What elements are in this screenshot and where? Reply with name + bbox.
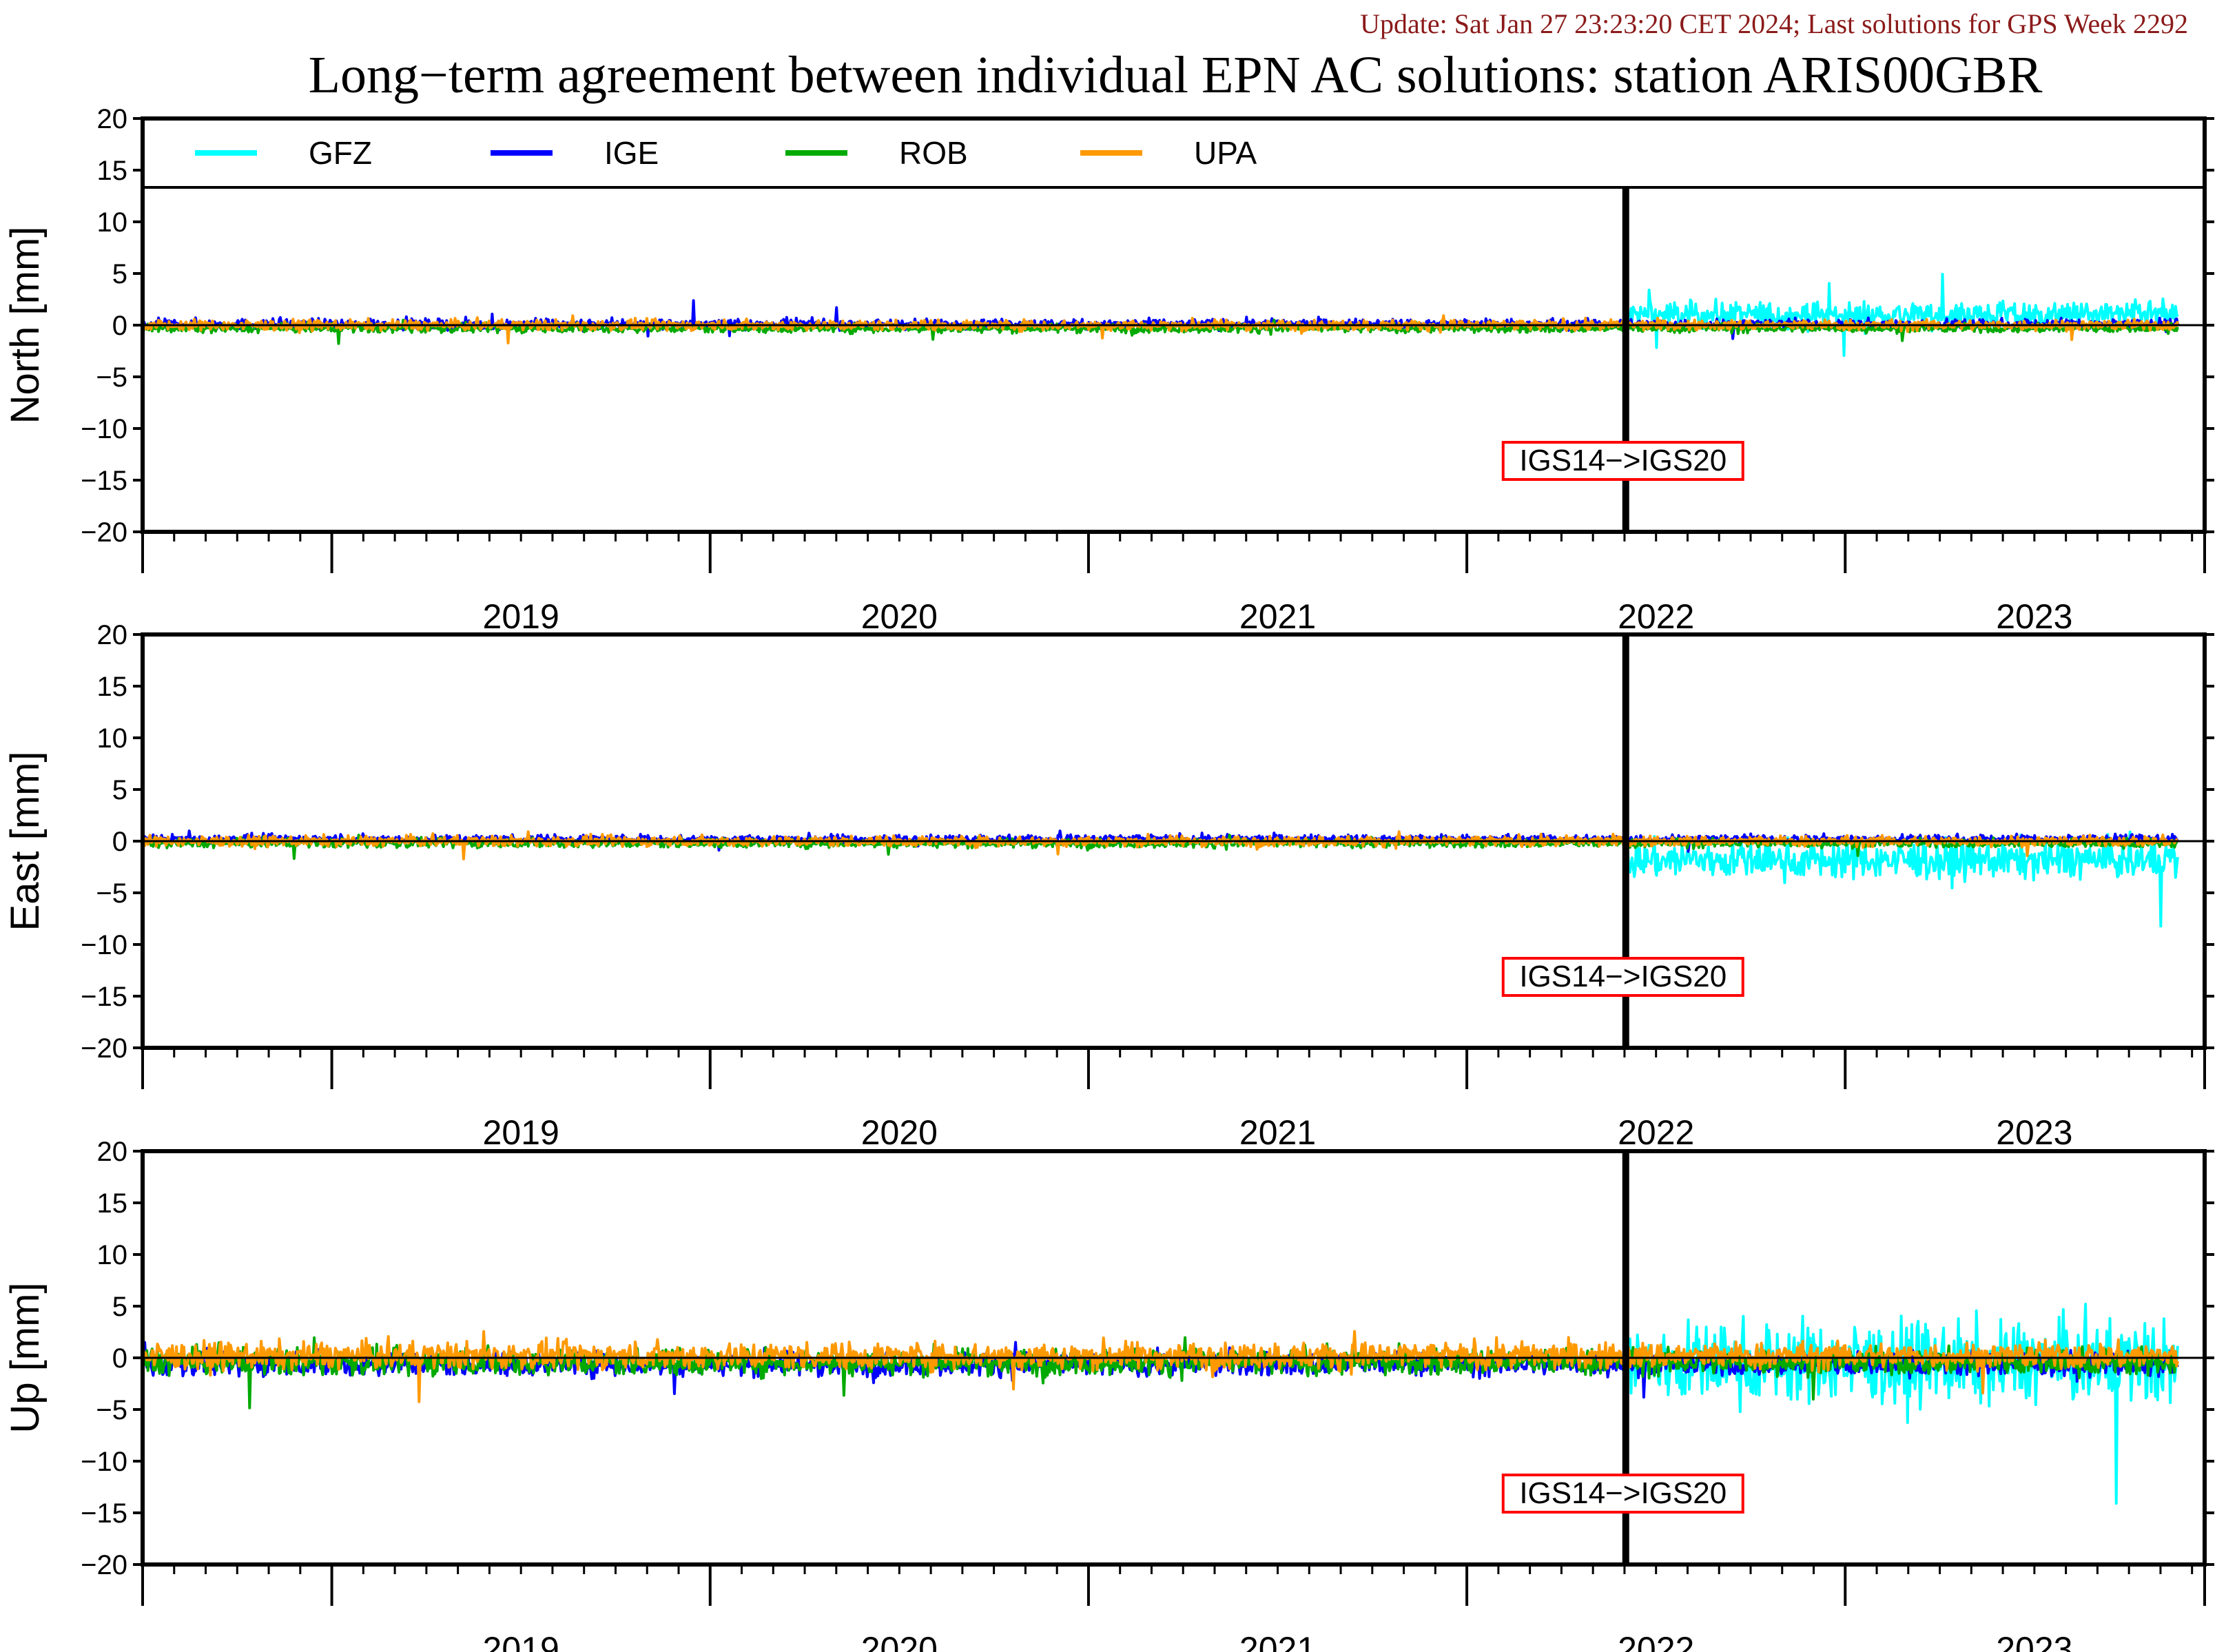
- x-year-label: 2020: [861, 1113, 938, 1152]
- panel-2: IGS14−>IGS20 −20 −15 −10 −5 0 5 10 15 20 East [mm]…: [3, 620, 2214, 1152]
- y-axis-label: North [mm]: [3, 227, 48, 424]
- y-tick-label: −10: [81, 930, 127, 960]
- panel-3: IGS14−>IGS20 −20 −15 −10 −5 0 5 10 15 20 Up [mm] 20…: [3, 1137, 2214, 1652]
- y-tick-label: 20: [97, 620, 128, 650]
- y-tick-label: 20: [97, 104, 128, 134]
- panels-group: IGS14−>IGS20 −20 −15 −10 −5 0 5 10 15 20 North [mm…: [3, 104, 2214, 1652]
- y-tick-label: −15: [81, 982, 127, 1012]
- x-year-label: 2022: [1618, 1630, 1694, 1652]
- y-tick-label: 0: [112, 311, 127, 341]
- series-line-gfz: [1624, 830, 2179, 928]
- x-year-label: 2023: [1996, 1113, 2072, 1152]
- y-tick-label: 0: [112, 827, 127, 857]
- y-tick-label: −15: [81, 466, 127, 496]
- frame-change-label: IGS14−>IGS20: [1519, 1476, 1727, 1510]
- x-year-label: 2019: [483, 1630, 559, 1652]
- legend-label-rob: ROB: [899, 135, 968, 171]
- y-tick-label: 15: [97, 672, 128, 702]
- legend-label-gfz: GFZ: [309, 135, 372, 171]
- x-year-label: 2023: [1996, 1630, 2072, 1652]
- frame-change-label-box: [1501, 957, 1744, 997]
- panel-1: IGS14−>IGS20 −20 −15 −10 −5 0 5 10 15 20 North [mm…: [3, 104, 2214, 636]
- frame-change-label: IGS14−>IGS20: [1519, 960, 1727, 993]
- series-group: [143, 1303, 2179, 1505]
- x-year-label: 2022: [1618, 597, 1694, 636]
- y-tick-label: 5: [112, 1292, 127, 1322]
- x-year-label: 2020: [861, 1630, 938, 1652]
- y-axis-label: Up [mm]: [3, 1282, 48, 1433]
- y-tick-label: −5: [96, 362, 127, 393]
- series-line-gfz: [1624, 1303, 2179, 1505]
- y-tick-label: −10: [81, 414, 127, 444]
- legend-label-upa: UPA: [1194, 135, 1257, 171]
- frame-change-label: IGS14−>IGS20: [1519, 444, 1727, 477]
- x-year-label: 2021: [1239, 1113, 1316, 1152]
- y-axis-label: East [mm]: [3, 751, 48, 931]
- x-year-label: 2021: [1239, 1630, 1316, 1652]
- x-year-label: 2021: [1239, 597, 1316, 636]
- legend-label-ige: IGE: [604, 135, 659, 171]
- x-year-label: 2023: [1996, 597, 2072, 636]
- y-tick-label: −20: [81, 517, 127, 548]
- x-year-label: 2019: [483, 1113, 559, 1152]
- y-tick-label: 5: [112, 259, 127, 289]
- y-tick-label: −15: [81, 1498, 127, 1529]
- update-text: Update: Sat Jan 27 23:23:20 CET 2024; La…: [1360, 8, 2188, 39]
- x-year-label: 2020: [861, 597, 938, 636]
- y-tick-label: −10: [81, 1447, 127, 1477]
- x-year-label: 2022: [1618, 1113, 1694, 1152]
- x-year-label: 2019: [483, 597, 559, 636]
- frame-change-label-box: [1501, 441, 1744, 481]
- y-tick-label: 10: [97, 1240, 128, 1270]
- chart-title: Long−term agreement between individual E…: [309, 46, 2043, 104]
- y-tick-label: −20: [81, 1033, 127, 1064]
- y-tick-label: −20: [81, 1550, 127, 1580]
- y-tick-label: 5: [112, 775, 127, 805]
- y-tick-label: −5: [96, 878, 127, 909]
- frame-change-label-box: [1501, 1474, 1744, 1514]
- y-tick-label: 15: [97, 156, 128, 186]
- y-tick-label: 10: [97, 723, 128, 754]
- legend-group: GFZ IGE ROB UPA: [143, 135, 2205, 189]
- y-tick-label: 10: [97, 207, 128, 238]
- y-tick-label: 0: [112, 1343, 127, 1374]
- series-line-upa: [143, 1330, 2179, 1403]
- y-tick-label: −5: [96, 1395, 127, 1425]
- y-tick-label: 15: [97, 1188, 128, 1219]
- y-tick-label: 20: [97, 1137, 128, 1167]
